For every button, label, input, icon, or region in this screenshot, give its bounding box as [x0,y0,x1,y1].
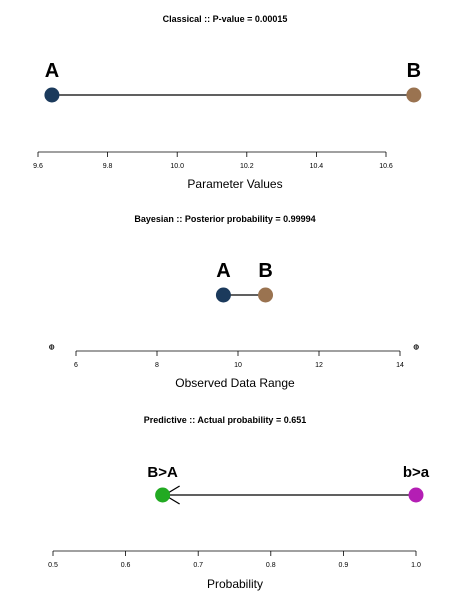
point-ba-2 [408,487,424,503]
x-axis-label: Probability [207,577,263,591]
x-tick-label: 12 [315,362,323,369]
point-a-1 [44,87,60,103]
point-label: A [216,260,230,282]
x-tick-label: 0.9 [339,562,349,569]
x-tick-label: 8 [155,362,159,369]
x-tick-label: 0.8 [266,562,276,569]
point-label: B [258,260,272,282]
x-tick-label: 0.7 [193,562,203,569]
x-tick-label: 10.0 [170,163,184,170]
chart-title: Classical :: P-value = 0.00015 [163,14,288,24]
point-label: B [407,60,421,82]
point-label: b>a [403,464,430,481]
point-ba-1 [155,487,171,503]
x-tick-label: 10.6 [379,163,393,170]
point-label: B>A [147,464,178,481]
point-a-1 [215,287,231,303]
x-tick-label: 9.8 [103,163,113,170]
x-tick-label: 9.6 [33,163,43,170]
x-tick-label: 0.5 [48,562,58,569]
point-b-2 [406,87,422,103]
x-tick-label: 10.2 [240,163,254,170]
x-tick-label: 10 [234,362,242,369]
point-label: A [45,60,59,82]
x-tick-label: 10.4 [310,163,324,170]
chart-title: Bayesian :: Posterior probability = 0.99… [134,214,315,224]
point-b-2 [258,287,274,303]
x-axis-label: Parameter Values [187,177,282,191]
x-tick-label: 14 [396,362,404,369]
chart-title: Predictive :: Actual probability = 0.651 [144,415,306,425]
x-tick-label: 0.6 [121,562,131,569]
chart-panel-3: Predictive :: Actual probability = 0.651… [48,415,430,591]
x-tick-label: 6 [74,362,78,369]
x-axis-label: Observed Data Range [175,376,295,390]
x-tick-label: 1.0 [411,562,421,569]
chart-panel-2: Bayesian :: Posterior probability = 0.99… [49,214,419,390]
